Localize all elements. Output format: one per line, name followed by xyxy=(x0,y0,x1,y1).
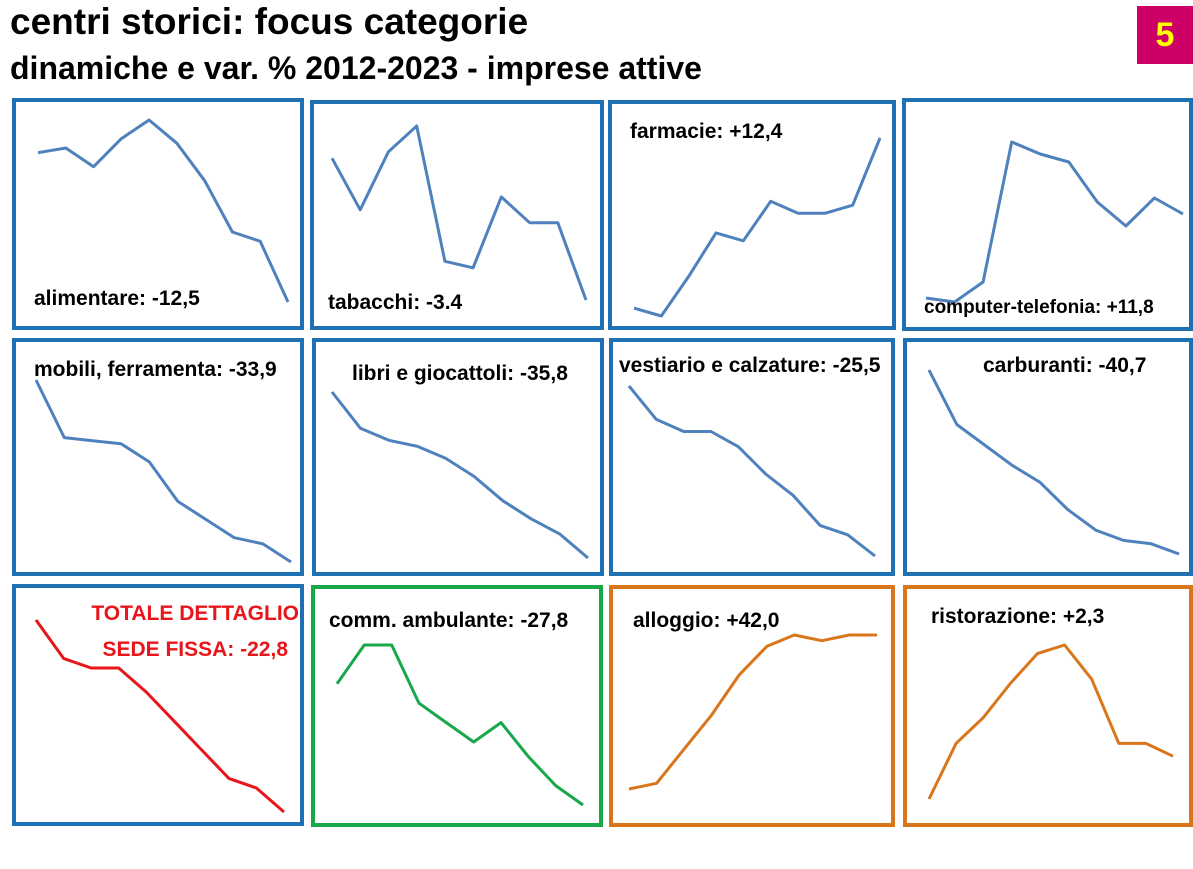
chart-panel: vestiario e calzature: -25,5 xyxy=(609,338,895,576)
chart-label: computer-telefonia: +11,8 xyxy=(924,297,1154,318)
series-line xyxy=(925,140,1184,304)
line-chart xyxy=(628,633,877,791)
line-chart xyxy=(927,369,1180,556)
chart-label: comm. ambulante: -27,8 xyxy=(329,609,569,632)
chart-panel: carburanti: -40,7 xyxy=(903,338,1193,576)
page-number-badge: 5 xyxy=(1137,6,1193,64)
chart-panel: alimentare: -12,5 xyxy=(12,98,304,330)
line-chart xyxy=(330,391,589,560)
series-line xyxy=(37,118,290,303)
chart-panel: farmacie: +12,4 xyxy=(608,100,896,330)
line-chart xyxy=(925,140,1184,304)
chart-label: alloggio: +42,0 xyxy=(633,609,780,632)
line-chart xyxy=(37,118,290,303)
line-chart xyxy=(627,385,876,558)
line-chart xyxy=(34,379,292,564)
chart-label: SEDE FISSA: -22,8 xyxy=(102,638,288,661)
series-line xyxy=(927,643,1174,800)
line-chart xyxy=(927,643,1174,800)
chart-panel: mobili, ferramenta: -33,9 xyxy=(12,338,304,576)
series-line xyxy=(330,391,589,560)
chart-label: mobili, ferramenta: -33,9 xyxy=(34,358,277,381)
chart-label: vestiario e calzature: -25,5 xyxy=(619,354,881,377)
line-chart xyxy=(335,643,584,807)
chart-label: libri e giocattoli: -35,8 xyxy=(352,362,568,385)
chart-label: farmacie: +12,4 xyxy=(630,120,783,143)
chart-label: alimentare: -12,5 xyxy=(34,287,200,310)
series-line xyxy=(628,633,877,791)
chart-label: ristorazione: +2,3 xyxy=(931,605,1105,628)
chart-label: tabacchi: -3.4 xyxy=(328,291,463,314)
chart-panel: comm. ambulante: -27,8 xyxy=(311,585,603,827)
line-chart xyxy=(330,124,588,301)
chart-panel: ristorazione: +2,3 xyxy=(903,585,1193,827)
line-chart xyxy=(34,619,285,814)
line-chart xyxy=(633,137,882,318)
series-line xyxy=(335,643,584,807)
series-line xyxy=(34,619,285,814)
chart-label: TOTALE DETTAGLIO xyxy=(91,602,299,625)
chart-label: carburanti: -40,7 xyxy=(983,354,1147,377)
page-subtitle: dinamiche e var. % 2012-2023 - imprese a… xyxy=(10,50,702,86)
page-title: centri storici: focus categorie xyxy=(10,1,529,42)
series-line xyxy=(34,379,292,564)
series-line xyxy=(633,137,882,318)
chart-panel: alloggio: +42,0 xyxy=(609,585,895,827)
chart-panel: TOTALE DETTAGLIO SEDE FISSA: -22,8 xyxy=(12,584,304,826)
chart-panel: computer-telefonia: +11,8 xyxy=(902,98,1193,331)
series-line xyxy=(330,124,588,301)
series-line xyxy=(627,385,876,558)
series-line xyxy=(927,369,1180,556)
chart-panel: libri e giocattoli: -35,8 xyxy=(312,338,604,576)
chart-panel: tabacchi: -3.4 xyxy=(310,100,604,330)
